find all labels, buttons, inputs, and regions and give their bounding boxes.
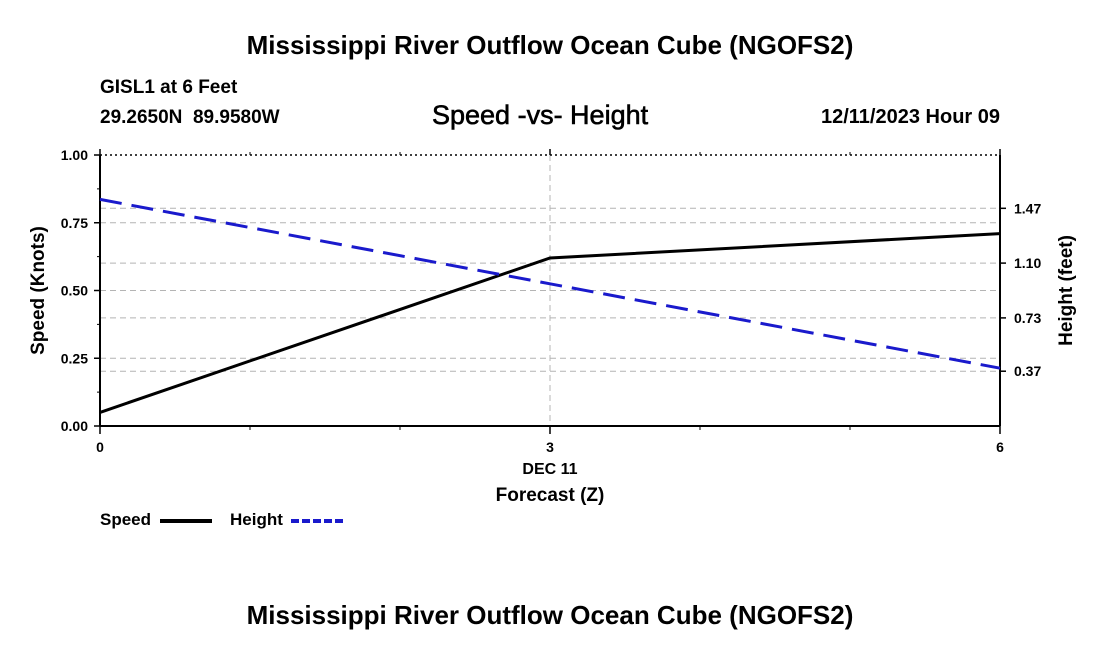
- series-line-height: [99, 197, 1001, 370]
- y-tick-label: 0.75: [61, 215, 88, 231]
- y2-tick-label: 1.47: [1014, 200, 1041, 216]
- series-line-speed: [99, 232, 1001, 414]
- y-tick-label: 1.00: [61, 147, 88, 163]
- y2-tick-label: 1.10: [1014, 255, 1041, 271]
- legend-speed-swatch: [160, 519, 212, 523]
- main-title: Mississippi River Outflow Ocean Cube (NG…: [246, 30, 854, 60]
- legend-speed-label: Speed: [100, 510, 152, 529]
- legend-height-swatch: [291, 519, 343, 523]
- x-tick-label: 0: [96, 439, 104, 455]
- y-axis-title: Speed (Knots): [28, 226, 49, 355]
- x-tick-label: 3: [546, 439, 554, 455]
- y-tick-label: 0.50: [61, 283, 88, 299]
- y2-axis-title: Height (feet): [1056, 235, 1077, 346]
- series: [99, 197, 1001, 414]
- x-tick-label: 6: [996, 439, 1004, 455]
- coordinates-label: 29.2650N 89.9580W: [100, 107, 280, 128]
- x-date-label: DEC 11: [522, 461, 577, 478]
- axes: [94, 149, 1006, 434]
- forecast-datetime: 12/11/2023 Hour 09: [820, 106, 1000, 128]
- x-axis-title: Forecast (Z): [496, 485, 605, 506]
- y-tick-label: 0.00: [61, 418, 88, 434]
- grid: [100, 155, 1000, 426]
- chart-subtitle: Speed -vs- Height: [432, 100, 649, 131]
- y-tick-label: 0.25: [61, 350, 88, 366]
- footer-title: Mississippi River Outflow Ocean Cube (NG…: [246, 600, 854, 630]
- station-label: GISL1 at 6 Feet: [100, 77, 238, 98]
- axis-labels: 0.00 0.25 0.50 0.75 1.00 0.37 0.73 1.10 1.47 0 3 6 D…: [28, 147, 1077, 506]
- legend-height-label: Height: [230, 510, 283, 529]
- y2-tick-label: 0.37: [1014, 363, 1041, 379]
- y2-tick-label: 0.73: [1014, 310, 1041, 326]
